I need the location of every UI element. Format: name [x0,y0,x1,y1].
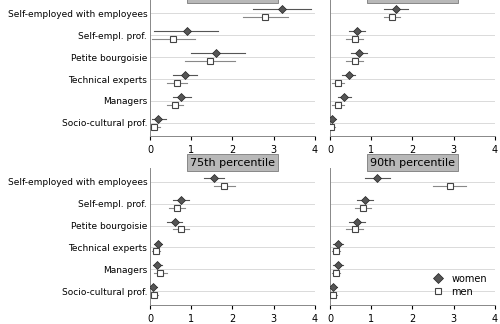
Title: 75th percentile: 75th percentile [190,158,275,168]
Title: 90th percentile: 90th percentile [370,158,455,168]
Legend: women, men: women, men [426,271,490,300]
